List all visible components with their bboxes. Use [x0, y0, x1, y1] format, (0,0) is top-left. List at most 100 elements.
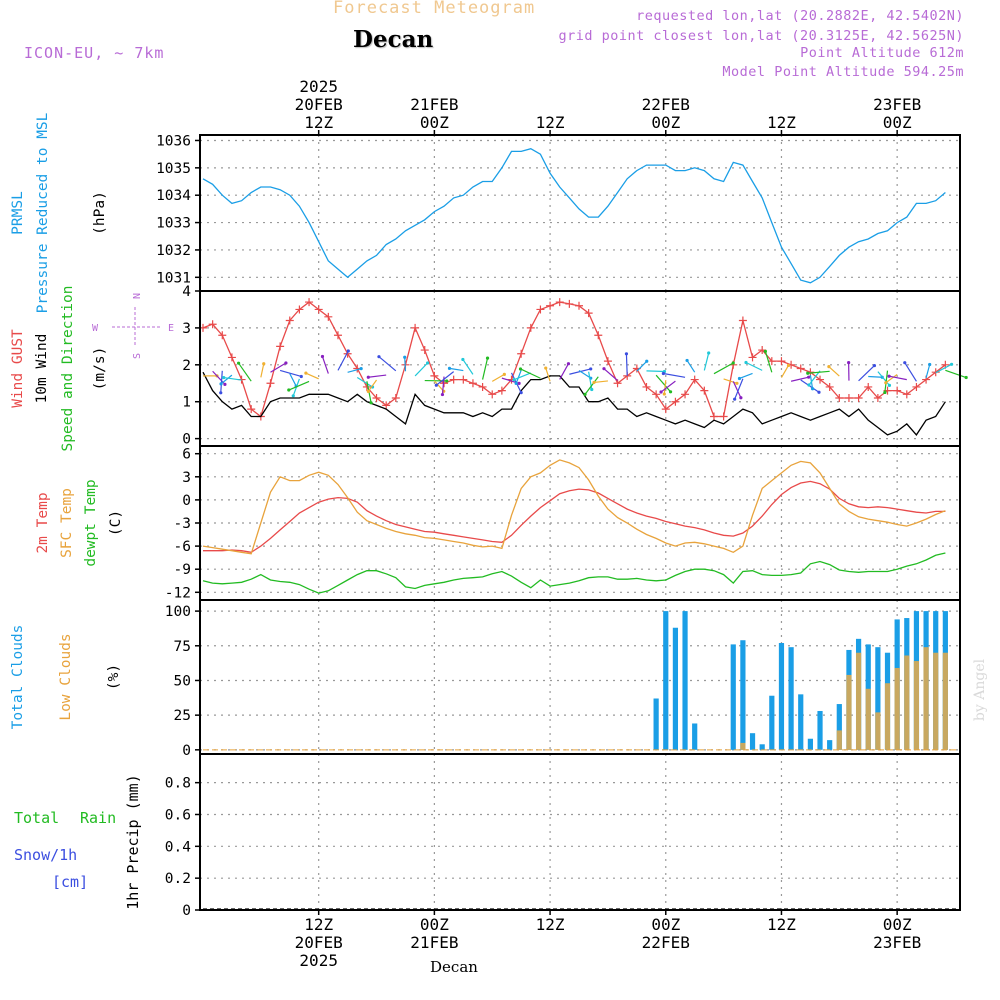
y-tick-label: 0.2: [165, 871, 191, 887]
wind-arrow-head: [950, 362, 954, 366]
wind-arrow: [515, 370, 522, 384]
gust-marker: [305, 298, 314, 307]
wind-arrow: [807, 370, 830, 374]
y-tick-label: -12: [165, 585, 191, 601]
panel-clouds: 0 25 50 75 100 Total Clouds Low Clouds (%): [10, 599, 961, 759]
wind-arrow-head: [369, 401, 373, 405]
low-cloud-bar: [846, 674, 852, 750]
wind-arrow-head: [514, 381, 518, 386]
legend-snow-unit: [cm]: [52, 873, 88, 891]
wind-arrow-head: [807, 383, 811, 387]
wind-arrow-head: [502, 372, 506, 376]
wind-arrow: [889, 375, 907, 381]
wind-arrow-head: [222, 375, 226, 380]
panel-label: (%): [106, 664, 122, 690]
wind-arrow: [462, 359, 474, 375]
gust-marker: [526, 323, 535, 332]
wind-arrow-head: [589, 367, 593, 371]
low-cloud-bar: [913, 661, 920, 750]
y-tick-label: 0.6: [165, 807, 191, 823]
total-cloud-bar: [875, 647, 881, 750]
gust-marker: [324, 312, 333, 321]
wind-arrow-head: [219, 391, 223, 395]
panel-label: dewpt Temp: [83, 479, 99, 566]
wind-arrow: [559, 363, 569, 380]
y-tick-label: 0: [182, 903, 191, 919]
wind-arrow: [433, 380, 445, 392]
y-tick-label: 6: [182, 447, 191, 463]
gust-marker: [285, 316, 294, 325]
bottom-time-label: 00Z: [883, 915, 912, 934]
wind-arrow: [877, 371, 890, 386]
y-tick-label: 4: [182, 284, 191, 300]
compass-west: W: [92, 323, 99, 334]
gust-marker: [642, 382, 651, 391]
gust-marker: [912, 382, 921, 391]
panel-label: Low Clouds: [58, 633, 74, 720]
wind-arrow-head: [964, 375, 968, 380]
gust-marker: [594, 331, 603, 340]
wind-arrow-head: [928, 362, 932, 367]
wind-arrow: [904, 362, 917, 382]
wind-arrow: [593, 380, 608, 384]
panel-label: 2m Temp: [35, 492, 51, 553]
total-cloud-bar: [692, 723, 698, 750]
gust-marker: [844, 394, 853, 403]
2m-temp-line: [203, 480, 946, 553]
wind-arrow: [780, 365, 789, 378]
gust-marker: [661, 405, 670, 414]
gust-marker: [854, 394, 863, 403]
wind-arrow-head: [566, 362, 571, 366]
bottom-time-label: 12Z: [536, 915, 565, 934]
wind-arrow-head: [299, 374, 303, 379]
gust-marker: [478, 382, 487, 391]
y-tick-label: 1031: [156, 270, 191, 286]
wind-arrow: [790, 376, 809, 382]
gust-marker: [459, 375, 468, 384]
gust-marker: [681, 390, 690, 399]
wind-arrow-head: [284, 361, 288, 365]
bottom-time-label: 22FEB: [642, 933, 690, 952]
wind-arrow-head: [624, 352, 629, 356]
wind-arrow-head: [426, 361, 430, 365]
gust-marker: [333, 331, 342, 340]
wind-arrow: [545, 367, 551, 382]
compass-south: S: [132, 353, 143, 359]
gust-marker: [584, 309, 593, 318]
wind-arrow: [260, 363, 265, 378]
bottom-time-label: 21FEB: [410, 933, 458, 952]
bottom-time-label: 12Z: [767, 915, 796, 934]
gust-marker: [314, 305, 323, 314]
gust-marker: [517, 349, 526, 358]
gust-marker: [690, 375, 699, 384]
legend-total: Total: [14, 809, 59, 827]
wind-arrow: [491, 373, 505, 382]
low-cloud-bar: [933, 652, 939, 750]
wind-arrow: [513, 372, 532, 381]
wind-arrow: [279, 369, 302, 378]
y-tick-label: 75: [174, 639, 191, 655]
wind-arrow-head: [659, 390, 663, 394]
wind-arrow-head: [739, 396, 743, 400]
model-altitude: Model Point Altitude 594.25m: [722, 64, 964, 80]
panel-label: 10m Wind: [34, 334, 50, 404]
gust-marker: [767, 357, 776, 366]
wind-arrow: [660, 380, 676, 393]
total-cloud-bar: [759, 744, 765, 750]
total-cloud-bar: [836, 704, 842, 750]
wind-arrow-head: [827, 365, 831, 369]
y-tick-label: 0: [182, 743, 191, 759]
y-tick-label: 100: [165, 604, 191, 620]
wind-arrow-head: [346, 349, 350, 353]
gust-marker: [613, 379, 622, 388]
wind-arrow: [337, 350, 349, 371]
low-cloud-bar: [923, 647, 929, 750]
total-cloud-bar: [653, 698, 659, 750]
y-tick-label: 0.4: [165, 839, 191, 855]
wind-arrow: [220, 374, 233, 385]
bottom-time-label: 23FEB: [873, 933, 921, 952]
gust-marker: [738, 316, 747, 325]
wind-arrow-head: [847, 361, 851, 365]
gust-marker: [565, 299, 574, 308]
